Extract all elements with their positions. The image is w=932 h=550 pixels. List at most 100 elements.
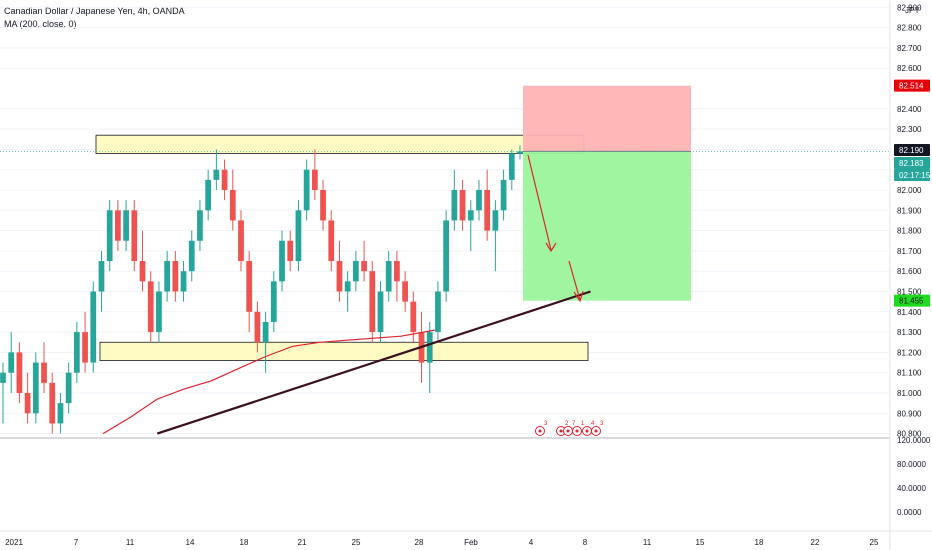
candle-body: [303, 169, 310, 211]
candle-body: [492, 210, 499, 231]
candle-body: [311, 169, 318, 190]
indicator-tick: 40.0000: [897, 484, 926, 493]
chart-legend-ma: MA (200, close, 0): [4, 19, 77, 29]
candle-body: [188, 240, 195, 272]
candle-body: [500, 179, 507, 211]
price-tick: 82.000: [897, 186, 922, 195]
candle-body: [49, 382, 56, 424]
price-tick: 82.700: [897, 44, 922, 53]
candle-body: [16, 352, 23, 393]
candle-body: [24, 393, 31, 414]
time-tick: 11: [126, 538, 135, 547]
time-tick: 2021: [5, 538, 23, 547]
event-marker-count: 3: [544, 421, 548, 427]
resistance-zone[interactable]: [95, 134, 585, 154]
price-tick: 81.400: [897, 308, 922, 317]
candle-body: [205, 179, 212, 211]
candle-body: [254, 311, 261, 343]
price-tick: 81.000: [897, 389, 922, 398]
candle-body: [172, 261, 179, 292]
event-marker-dot: [594, 429, 598, 433]
candle-body: [402, 281, 408, 302]
price-badge-text: 82.514: [899, 82, 924, 91]
candle-body: [369, 271, 376, 333]
price-tick: 81.300: [897, 328, 922, 337]
time-tick: 7: [74, 538, 79, 547]
candle-body: [517, 151, 523, 154]
price-tick: 81.200: [897, 348, 922, 357]
candle-body: [131, 210, 138, 262]
candle-body: [377, 291, 384, 333]
candle-body: [0, 372, 6, 383]
candle-body: [328, 220, 335, 262]
event-marker-dot: [538, 429, 542, 433]
event-marker-count: 2: [565, 421, 569, 427]
price-badge: [894, 144, 930, 156]
price-tick: 82.300: [897, 125, 922, 134]
candle-body: [156, 291, 162, 333]
candle-body: [180, 271, 187, 292]
candle-body: [57, 403, 64, 424]
candle-body: [65, 372, 72, 404]
indicator-tick: 80.0000: [897, 460, 926, 469]
candle-body: [90, 291, 97, 363]
candle-body: [270, 281, 277, 322]
stop-loss-zone[interactable]: [523, 85, 691, 152]
event-marker-dot: [585, 429, 589, 433]
projection-arrows: [527, 154, 584, 303]
time-tick: 15: [696, 538, 705, 547]
candle-body: [98, 261, 105, 292]
time-tick: 8: [583, 538, 588, 547]
price-badge-text: 82.190: [899, 146, 924, 155]
time-tick: 18: [755, 538, 764, 547]
time-axis[interactable]: 2021 7 11 14 18 21 25 28 Feb 4 8 11 15 18 22 25: [5, 538, 879, 547]
time-tick: 18: [240, 538, 249, 547]
time-tick: 11: [643, 538, 652, 547]
time-tick: 21: [298, 538, 307, 547]
price-badges: 82.514 82.190 82.183 02:17:15 81.455: [894, 79, 931, 307]
price-tick: 81.700: [897, 247, 922, 256]
event-marker-dot: [575, 429, 579, 433]
event-marker-count: 4: [591, 421, 595, 427]
candle-body: [197, 210, 203, 241]
moving-average-line: [102, 329, 435, 435]
candle-body: [476, 190, 482, 211]
event-marker-count: 7: [572, 421, 576, 427]
candle-body: [246, 261, 253, 312]
price-badge-text: 82.183: [899, 159, 924, 168]
price-axis-currency: JPY: [905, 6, 920, 15]
candle-body: [115, 210, 121, 241]
candle-body: [385, 261, 392, 292]
take-profit-zone[interactable]: [523, 151, 691, 301]
price-badge-text: 81.455: [899, 297, 924, 306]
candle-body: [435, 291, 441, 333]
candle-body: [238, 220, 244, 262]
candle-body: [106, 210, 113, 262]
price-badge: [894, 79, 930, 92]
support-zone[interactable]: [99, 341, 589, 361]
candle-body: [8, 352, 15, 373]
price-badge: [894, 294, 930, 307]
support-trendline[interactable]: [156, 290, 591, 435]
time-tick: 28: [415, 538, 424, 547]
chart-legend-title: Canadian Dollar / Japanese Yen, 4h, OAND…: [4, 6, 185, 16]
time-tick: Feb: [464, 538, 478, 547]
candle-body: [41, 362, 47, 383]
candle-body: [451, 190, 458, 221]
candle-body: [147, 281, 154, 333]
candle-body: [410, 301, 417, 333]
candle-body: [336, 261, 343, 292]
candle-body: [213, 169, 220, 180]
time-tick: 14: [186, 538, 195, 547]
candle-body: [279, 240, 285, 282]
indicator-tick: 120.0000: [897, 436, 931, 445]
price-tick: 80.900: [897, 409, 922, 418]
candle-body: [262, 321, 269, 343]
candle-body: [287, 240, 294, 262]
price-tick: 82.600: [897, 64, 922, 73]
event-marker-dot: [559, 429, 563, 433]
price-tick: 82.800: [897, 24, 922, 33]
